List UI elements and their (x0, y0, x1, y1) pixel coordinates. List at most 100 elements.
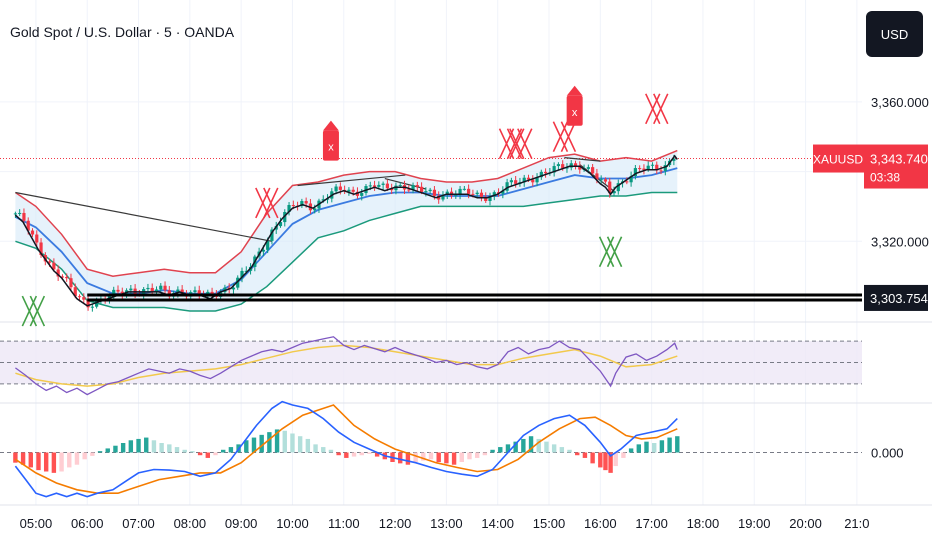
candle-body (116, 289, 120, 292)
candle-body (18, 212, 22, 214)
macd-hist-bar (82, 452, 87, 460)
cross-stroke (21, 295, 38, 327)
cross-stroke (517, 128, 533, 160)
candle-body (26, 220, 30, 231)
candle-body (231, 287, 236, 290)
candle-body (501, 190, 505, 194)
candle-body (351, 189, 355, 192)
macd-hist-bar (551, 444, 557, 453)
candle-body (633, 168, 637, 177)
price-label-box (864, 144, 928, 189)
macd-hist-bar (598, 452, 603, 468)
candle-body (95, 300, 99, 307)
candle-body (479, 192, 484, 197)
candle-body (278, 222, 283, 227)
macd-hist-bar (659, 440, 665, 453)
flag-label: x (328, 142, 334, 154)
candle-body (163, 285, 167, 291)
macd-hist-bar (136, 438, 141, 453)
candle-body (47, 261, 52, 263)
macd-hist-bar (328, 449, 334, 453)
macd-hist-bar (608, 452, 613, 473)
candle-body (556, 164, 561, 167)
green-cross-marker (598, 236, 623, 268)
rsi-line (15, 336, 678, 396)
currency-button[interactable]: USD (866, 11, 923, 57)
macd-hist-bar (628, 448, 634, 453)
macd-hist-bar (636, 444, 642, 453)
macd-hist-bar (113, 445, 118, 453)
red-cross-marker (255, 187, 279, 219)
macd-hist-bar (159, 443, 164, 453)
candle-body (35, 234, 39, 243)
candle-body (193, 290, 197, 293)
chart-title: Gold Spot / U.S. Dollar · 5 · OANDA (10, 24, 235, 40)
candle-body (591, 167, 595, 174)
macd-hist-bar (428, 452, 434, 460)
macd-hist-bar (151, 440, 157, 453)
candle-body (150, 287, 154, 292)
candle-body (287, 205, 291, 212)
candle-body (30, 230, 35, 235)
macd-hist-bar (421, 452, 426, 461)
candle-body (313, 208, 317, 211)
bollinger-lower-line (15, 191, 678, 312)
candle-body (467, 188, 471, 194)
macd-hist-bar (251, 437, 257, 453)
ma-line (14, 154, 678, 307)
candle-body (578, 165, 582, 170)
candle-body (411, 185, 415, 190)
candle-body (86, 299, 90, 308)
cross-stroke (560, 121, 577, 153)
macd-axis-tick: 0.000 (871, 446, 904, 461)
macd-hist-bar (398, 452, 403, 464)
signal-flag-marker: x (566, 85, 583, 126)
macd-hist-bar (675, 436, 680, 453)
macd-hist-bar (74, 452, 80, 465)
time-axis-tick: 05:00 (20, 516, 53, 531)
cross-stroke (498, 128, 515, 160)
flag-arrow (566, 85, 583, 96)
macd-hist-bar (267, 432, 272, 453)
red-cross-marker (498, 128, 523, 160)
trendline (564, 157, 601, 162)
candle-body (454, 194, 458, 196)
candle-body (437, 195, 441, 200)
macd-hist-bar (144, 437, 149, 453)
candle-body (419, 186, 424, 192)
candle-body (398, 185, 402, 187)
candle-body (146, 287, 150, 290)
candle-body (90, 306, 94, 308)
macd-hist-bar (290, 433, 295, 453)
trendline (297, 174, 406, 187)
macd-hist-bar (305, 438, 311, 453)
candle-body (625, 181, 629, 183)
candle-body (372, 185, 377, 187)
time-axis-tick: 16:00 (584, 516, 617, 531)
candle-body (52, 262, 56, 270)
candle-body (646, 165, 650, 170)
candle-body (445, 191, 449, 195)
countdown-label: 03:38 (870, 171, 900, 185)
macd-hist-bar (367, 452, 372, 454)
candle-body (338, 186, 342, 190)
candle-body (561, 164, 565, 169)
candle-body (462, 188, 466, 190)
candle-body (133, 288, 137, 294)
macd-hist-bar (513, 441, 518, 453)
candle-body (616, 183, 620, 192)
candle-body (206, 291, 210, 295)
candle-body (526, 177, 531, 180)
candle-body (424, 191, 428, 193)
time-axis-tick: 20:00 (789, 516, 822, 531)
red-cross-marker (645, 93, 669, 125)
macd-hist-bar (220, 449, 226, 453)
candle-body (368, 185, 372, 187)
candle-body (650, 164, 655, 166)
candle-body (531, 179, 535, 183)
candle-body (334, 186, 338, 192)
candle-body (522, 177, 526, 183)
candle-body (300, 201, 304, 206)
candle-body (514, 180, 518, 184)
